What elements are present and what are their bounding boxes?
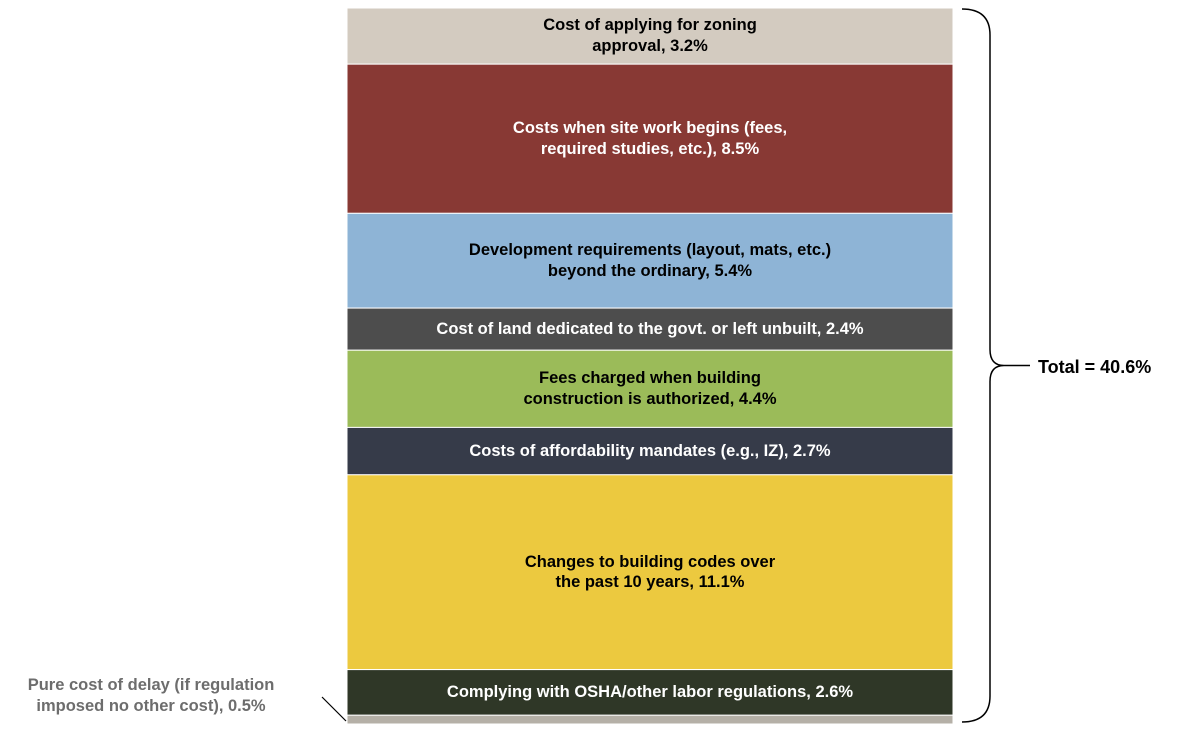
segment-label-5: Costs of affordability mandates (e.g., I… bbox=[469, 441, 831, 460]
segment-bar-8 bbox=[346, 714, 954, 725]
segment-label-2: Development requirements (layout, mats, … bbox=[468, 241, 832, 280]
segment-bar-4 bbox=[346, 349, 954, 428]
segment-bar-5 bbox=[346, 426, 954, 476]
delay-annotation: Pure cost of delay (if regulation impose… bbox=[27, 676, 275, 716]
segment-label-0: Cost of applying for zoning approval, 3.… bbox=[543, 16, 757, 56]
segment-bar-6 bbox=[346, 474, 954, 671]
segment-label-7: Complying with OSHA/other labor regulati… bbox=[446, 683, 854, 702]
segment-bar-1 bbox=[346, 63, 954, 214]
segment-label-4: Fees charged when building construction … bbox=[523, 369, 777, 408]
segment-label-3: Cost of land dedicated to the govt. or l… bbox=[436, 319, 864, 338]
segment-label-1: Costs when site work begins (fees, requi… bbox=[512, 119, 788, 158]
segment-label-6: Changes to building codes over the past … bbox=[524, 552, 776, 592]
segment-bar-7 bbox=[346, 669, 954, 716]
segment-bar-0 bbox=[346, 7, 954, 65]
segment-bar-2 bbox=[346, 212, 954, 309]
segment-bar-3 bbox=[346, 307, 954, 351]
total-label: Total = 40.6% bbox=[1038, 357, 1152, 377]
delay-leader-line bbox=[321, 696, 347, 722]
total-brace bbox=[961, 8, 1005, 723]
